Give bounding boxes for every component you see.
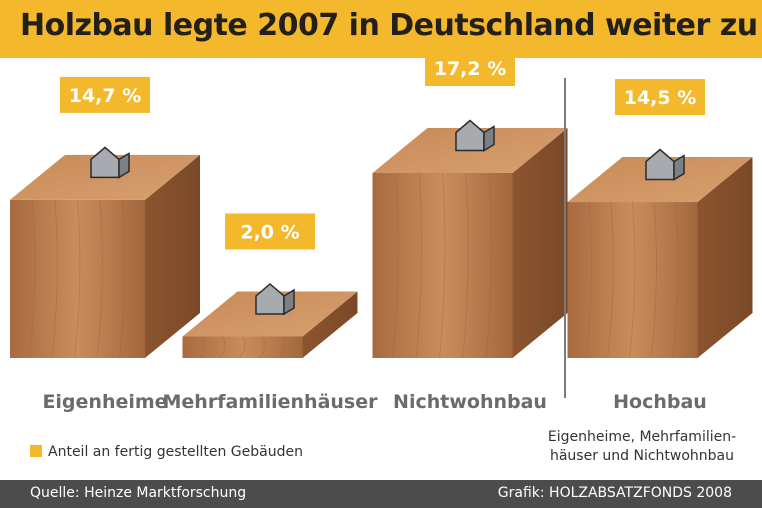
footer-bar: Quelle: Heinze Marktforschung Grafik: HO… — [0, 480, 762, 508]
wood-grain — [219, 336, 226, 359]
value-label-box-eigenheime — [60, 76, 150, 113]
wood-grain — [415, 172, 423, 359]
wood-grain — [585, 202, 593, 359]
legend: Anteil an fertig gestellten Gebäuden — [30, 444, 303, 460]
house-icon — [90, 146, 130, 179]
house-icon — [455, 119, 495, 152]
wood-grain — [119, 199, 126, 359]
wood-grain — [607, 202, 614, 359]
credit-text: Grafik: HOLZABSATZFONDS 2008 — [497, 485, 732, 501]
legend-label: Anteil an fertig gestellten Gebäuden — [48, 444, 303, 460]
wood-grain — [51, 199, 58, 359]
value-label-mehrfamilienhaeuser: 2,0 % — [240, 221, 299, 243]
wood-grain — [279, 336, 286, 359]
category-label-eigenheime: Eigenheime — [42, 391, 167, 413]
value-label-box-mehrfamilienhaeuser — [225, 213, 315, 250]
value-label-nichtwohnbau: 17,2 % — [434, 58, 507, 80]
wood-grain — [650, 202, 658, 359]
wood-grain — [239, 336, 246, 359]
bar-side-eigenheime — [145, 154, 200, 358]
wood-grain — [392, 172, 399, 359]
bar-hochbau: 14,5 % Hochbau — [567, 79, 753, 413]
chart-title: Holzbau legte 2007 in Deutschland weiter… — [20, 8, 758, 43]
bar-eigenheime: 14,7 % Eigenheime — [10, 76, 200, 413]
wood-grain — [485, 172, 493, 359]
bar-front-hochbau — [567, 202, 698, 358]
bar-front-nichtwohnbau — [372, 173, 513, 358]
legend-swatch — [30, 445, 42, 457]
house-icon — [645, 148, 685, 181]
house-icon — [255, 283, 295, 316]
bar-nichtwohnbau: 17,2 % Nichtwohnbau — [372, 58, 568, 413]
bar-side-mehrfamilienhaeuser — [302, 291, 358, 358]
bar-side-hochbau — [697, 157, 753, 358]
title-bar: Holzbau legte 2007 in Deutschland weiter… — [0, 0, 762, 58]
wood-grain — [672, 202, 679, 359]
category-label-nichtwohnbau: Nichtwohnbau — [393, 391, 547, 413]
value-label-box-nichtwohnbau — [425, 58, 515, 86]
wood-grain — [96, 199, 103, 359]
wood-grain — [259, 336, 266, 359]
wood-grain — [629, 202, 636, 359]
wood-grain — [439, 172, 446, 359]
value-label-hochbau: 14,5 % — [624, 87, 697, 109]
bar-front-mehrfamilienhaeuser — [182, 336, 303, 358]
wood-grain — [74, 199, 81, 359]
value-label-box-hochbau — [615, 79, 705, 116]
value-label-eigenheime: 14,7 % — [69, 85, 142, 107]
bar-front-eigenheime — [10, 199, 145, 358]
source-text: Quelle: Heinze Marktforschung — [30, 485, 247, 501]
wood-grain — [462, 172, 469, 359]
bar-side-nichtwohnbau — [512, 128, 568, 358]
wood-grain — [29, 199, 36, 359]
hochbau-note: Eigenheime, Mehrfamilien-häuser und Nich… — [547, 429, 737, 464]
category-label-hochbau: Hochbau — [613, 391, 707, 413]
wood-grain — [199, 336, 206, 359]
category-label-mehrfamilienhaeuser: Mehrfamilienhäuser — [163, 391, 379, 413]
bar-mehrfamilienhaeuser: 2,0 % Mehrfamilienhäuser — [163, 213, 379, 413]
